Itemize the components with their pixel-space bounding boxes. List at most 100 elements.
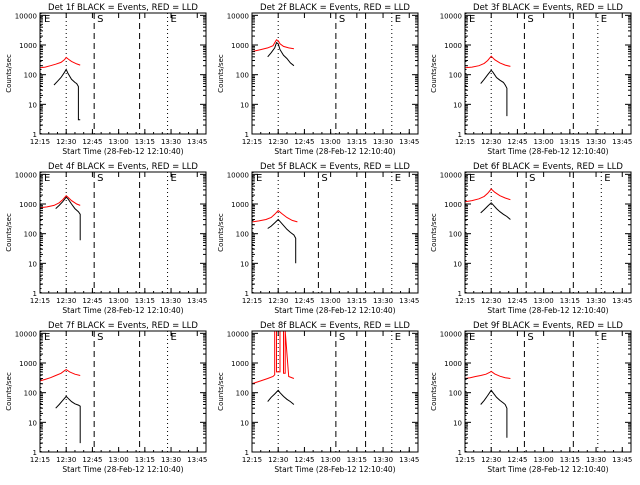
y-tick-label: 1000 <box>19 201 37 209</box>
x-tick-label: 13:00 <box>534 138 554 146</box>
series-lld-line <box>252 209 298 223</box>
series-events-line <box>267 41 295 67</box>
x-tick-label: 12:30 <box>268 297 288 305</box>
y-tick-label: 1 <box>245 131 249 139</box>
x-tick-label: 13:15 <box>560 456 580 464</box>
marker-label: S <box>97 173 103 184</box>
marker-label: E <box>601 14 607 25</box>
x-tick-label: 12:45 <box>294 297 314 305</box>
y-tick-label: 100 <box>236 390 249 398</box>
y-tick-label: 1 <box>245 290 249 298</box>
y-tick-label: 1000 <box>444 42 462 50</box>
marker-label: E <box>469 332 475 343</box>
x-tick-label: 13:00 <box>109 138 129 146</box>
y-tick-label: 100 <box>449 390 462 398</box>
x-tick-label: 12:30 <box>56 456 76 464</box>
x-tick-label: 13:30 <box>586 297 606 305</box>
x-tick-label: 13:30 <box>373 456 393 464</box>
y-tick-label: 10000 <box>227 330 249 338</box>
y-tick-label: 10000 <box>440 171 462 179</box>
x-tick-label: 13:30 <box>586 456 606 464</box>
series-lld-line <box>252 331 295 385</box>
marker-label: E <box>171 332 177 343</box>
x-tick-label: 13:00 <box>321 138 341 146</box>
x-tick-label: 12:45 <box>82 456 102 464</box>
y-tick-label: 10000 <box>227 12 249 20</box>
y-tick-label: 10 <box>453 419 462 427</box>
series-lld-line <box>40 195 81 209</box>
y-axis-label: Counts/sec <box>217 213 225 252</box>
panel-title: Det 2f BLACK = Events, RED = LLD <box>260 3 410 13</box>
x-tick-label: 12:45 <box>507 297 527 305</box>
x-tick-label: 12:30 <box>481 138 501 146</box>
marker-label: S <box>339 332 345 343</box>
marker-label: E <box>601 332 607 343</box>
y-tick-label: 100 <box>236 231 249 239</box>
y-axis-label: Counts/sec <box>5 372 13 411</box>
y-tick-label: 1 <box>458 131 462 139</box>
x-tick-label: 12:45 <box>82 297 102 305</box>
y-tick-label: 1 <box>245 449 249 457</box>
y-tick-label: 10000 <box>227 171 249 179</box>
series-events-line <box>267 389 295 405</box>
y-tick-label: 1 <box>33 449 37 457</box>
marker-label: S <box>527 332 533 343</box>
marker-label: E <box>256 173 262 184</box>
x-axis-label: Start Time (28-Feb-12 12:10:40) <box>274 465 395 474</box>
x-axis-label: Start Time (28-Feb-12 12:10:40) <box>487 465 608 474</box>
x-tick-label: 13:45 <box>399 456 419 464</box>
marker-label: E <box>395 14 401 25</box>
series-events-line <box>267 218 297 264</box>
x-tick-label: 13:30 <box>161 297 181 305</box>
y-tick-label: 10 <box>240 260 249 268</box>
y-tick-label: 1 <box>458 449 462 457</box>
x-tick-label: 12:15 <box>242 138 262 146</box>
marker-label: S <box>97 332 103 343</box>
x-tick-label: 12:15 <box>455 138 475 146</box>
y-tick-label: 10 <box>240 419 249 427</box>
x-tick-label: 12:45 <box>507 138 527 146</box>
y-tick-label: 10000 <box>440 12 462 20</box>
plot-frame <box>464 12 632 135</box>
x-tick-label: 13:00 <box>109 297 129 305</box>
x-tick-label: 13:00 <box>109 456 129 464</box>
x-tick-label: 13:45 <box>187 138 207 146</box>
x-axis-label: Start Time (28-Feb-12 12:10:40) <box>274 306 395 315</box>
x-tick-label: 13:15 <box>560 138 580 146</box>
y-tick-label: 100 <box>449 231 462 239</box>
marker-label: E <box>44 14 50 25</box>
x-tick-label: 13:45 <box>399 297 419 305</box>
x-tick-label: 13:15 <box>347 138 367 146</box>
x-tick-label: 13:45 <box>187 297 207 305</box>
marker-label: S <box>97 14 103 25</box>
marker-label: S <box>529 173 535 184</box>
x-tick-label: 13:00 <box>534 297 554 305</box>
x-tick-label: 13:30 <box>373 297 393 305</box>
y-tick-label: 100 <box>24 231 37 239</box>
y-tick-label: 10000 <box>15 330 37 338</box>
y-axis-label: Counts/sec <box>430 372 438 411</box>
x-tick-label: 12:45 <box>294 138 314 146</box>
y-tick-label: 10 <box>28 419 37 427</box>
y-tick-label: 10000 <box>15 12 37 20</box>
series-events-line <box>55 395 81 444</box>
series-lld-line <box>465 188 511 203</box>
y-tick-label: 1 <box>33 131 37 139</box>
series-lld-line <box>40 56 81 69</box>
panel-title: Det 5f BLACK = Events, RED = LLD <box>260 162 410 172</box>
x-axis-label: Start Time (28-Feb-12 12:10:40) <box>487 306 608 315</box>
x-tick-label: 12:45 <box>294 456 314 464</box>
series-events-line <box>480 69 508 117</box>
x-tick-label: 13:15 <box>135 138 155 146</box>
plot-frame <box>464 330 632 453</box>
x-tick-label: 13:30 <box>161 456 181 464</box>
x-tick-label: 13:45 <box>612 138 632 146</box>
x-tick-label: 12:15 <box>455 456 475 464</box>
x-tick-label: 13:45 <box>187 456 207 464</box>
marker-label: E <box>171 173 177 184</box>
y-tick-label: 1000 <box>444 360 462 368</box>
